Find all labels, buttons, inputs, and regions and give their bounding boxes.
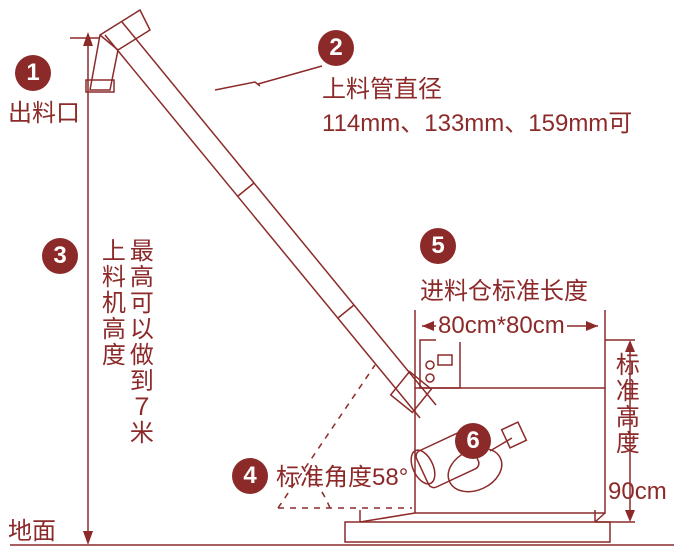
badge-2: 2 (318, 30, 354, 66)
badge-1: 1 (15, 55, 51, 91)
badge-4: 4 (232, 458, 268, 494)
label-angle: 标准角度58° (276, 462, 408, 494)
base-frame (345, 522, 610, 542)
badge-6: 6 (455, 423, 491, 459)
outlet-head (86, 10, 150, 92)
badge-5: 5 (420, 228, 456, 264)
leader-2 (258, 66, 322, 84)
label-outlet: 出料口 (8, 98, 80, 130)
label-height-col2: 最高可以做到７米 (122, 238, 154, 446)
diagram-canvas: 1 2 3 4 5 6 出料口 上料管直径 114mm、133mm、159mm可… (0, 0, 674, 550)
label-pipe-sizes: 114mm、133mm、159mm可 (322, 108, 632, 140)
label-bin-h-value: 90cm (608, 476, 667, 508)
label-pipe-title: 上料管直径 (322, 74, 442, 106)
badge-3: 3 (42, 238, 78, 274)
label-bin-h-title: 标准高度 (608, 352, 640, 456)
label-bin-len-title: 进料仓标准长度 (420, 276, 588, 308)
hopper-bin (415, 388, 605, 513)
label-bin-len-value: 80cm*80cm (436, 310, 567, 342)
label-ground: 地面 (8, 516, 56, 548)
